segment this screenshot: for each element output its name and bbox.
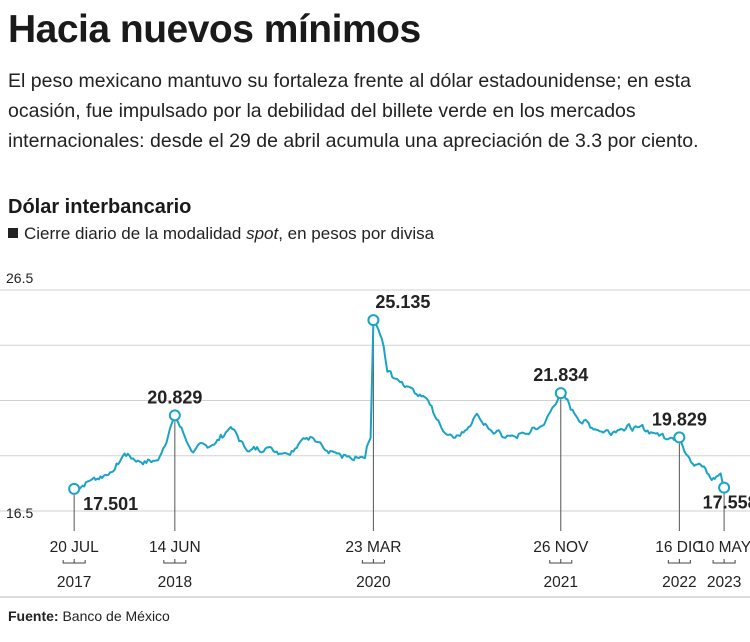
line-chart: 26.516.5 17.50120.82925.13521.83419.8291… bbox=[0, 270, 750, 598]
date-label: 20 JUL bbox=[50, 539, 99, 556]
annotation-marker bbox=[168, 409, 181, 422]
chart-subtitle-after: , en pesos por divisa bbox=[278, 224, 435, 243]
headline: Hacia nuevos mínimos bbox=[8, 8, 421, 51]
chart-heading: Dólar interbancario bbox=[8, 196, 192, 218]
date-label: 23 MAR bbox=[345, 539, 401, 556]
y-tick-label: 26.5 bbox=[6, 270, 33, 286]
year-label: 2022 bbox=[662, 574, 696, 591]
date-guides bbox=[73, 326, 725, 531]
date-label: 16 DIC bbox=[655, 539, 703, 556]
value-label: 20.829 bbox=[147, 387, 202, 407]
y-axis-ticks: 26.5 16.5 bbox=[6, 270, 33, 521]
series-line-group bbox=[73, 319, 726, 491]
source-text: Banco de México bbox=[62, 608, 170, 624]
value-label: 25.135 bbox=[375, 292, 430, 312]
square-bullet-icon bbox=[8, 228, 18, 238]
year-label: 2023 bbox=[707, 574, 741, 591]
chart-subtitle: Cierre diario de la modalidad spot, en p… bbox=[8, 224, 434, 244]
date-bracket-icon bbox=[667, 559, 691, 564]
annotation-markers: 17.501 20.829 25.135 21.834 19.829 17.558 bbox=[68, 292, 750, 514]
date-label: 26 NOV bbox=[533, 539, 589, 556]
lede-paragraph: El peso mexicano mantuvo su fortaleza fr… bbox=[8, 70, 699, 152]
annotation-marker bbox=[673, 431, 686, 444]
date-bracket-icon bbox=[361, 559, 385, 564]
date-bracket-icon bbox=[712, 559, 736, 564]
source-footer: Fuente: Banco de México bbox=[8, 608, 170, 624]
year-label: 2020 bbox=[356, 574, 391, 591]
year-label: 2018 bbox=[158, 574, 192, 591]
chart-subtitle-before: Cierre diario de la modalidad bbox=[24, 224, 247, 243]
chart-subtitle-emph: spot bbox=[246, 224, 279, 243]
value-label: 17.558 bbox=[703, 493, 750, 513]
annotation-marker bbox=[718, 481, 731, 494]
year-label: 2017 bbox=[57, 574, 91, 591]
date-bracket-icon bbox=[62, 559, 86, 564]
date-label: 10 MAY bbox=[697, 539, 750, 556]
x-axis-labels: 20 JUL 2017 14 JUN 2018 23 MAR 2020 26 NOV 2021… bbox=[0, 539, 750, 598]
annotation-marker bbox=[68, 482, 81, 495]
value-label: 17.501 bbox=[83, 494, 138, 514]
year-label: 2021 bbox=[544, 574, 578, 591]
series-line bbox=[73, 319, 726, 491]
source-label: Fuente: bbox=[8, 608, 59, 624]
annotation-marker bbox=[554, 387, 567, 400]
date-bracket-icon bbox=[549, 559, 573, 564]
y-tick-label: 16.5 bbox=[6, 505, 33, 521]
date-bracket-icon bbox=[163, 559, 187, 564]
value-label: 21.834 bbox=[533, 365, 588, 385]
annotation-marker bbox=[367, 314, 380, 327]
value-label: 19.829 bbox=[652, 409, 707, 429]
date-label: 14 JUN bbox=[149, 539, 201, 556]
